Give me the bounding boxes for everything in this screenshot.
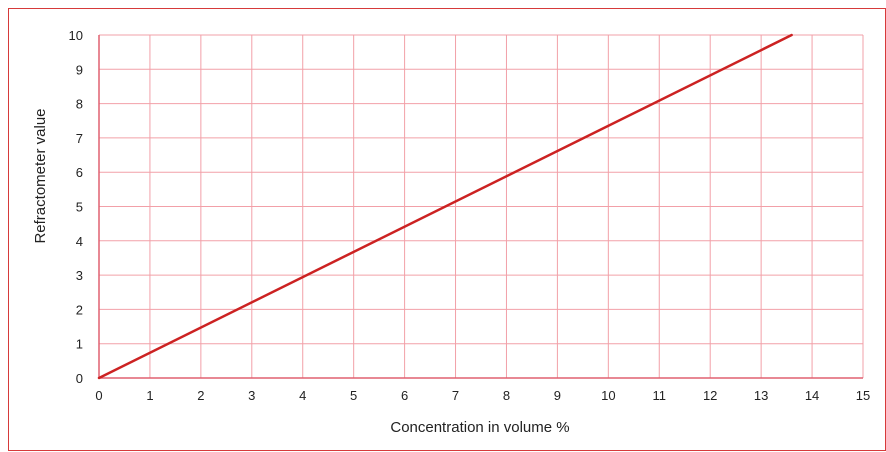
y-tick-label: 1: [76, 337, 83, 352]
x-tick-label: 6: [401, 388, 408, 403]
y-tick-label: 5: [76, 200, 83, 215]
x-tick-label: 10: [601, 388, 615, 403]
y-tick-label: 8: [76, 97, 83, 112]
x-tick-label: 3: [248, 388, 255, 403]
x-tick-label: 1: [146, 388, 153, 403]
x-tick-label: 0: [95, 388, 102, 403]
y-tick-label: 9: [76, 62, 83, 77]
y-axis-title: Refractometer value: [32, 108, 49, 243]
x-tick-label: 2: [197, 388, 204, 403]
y-tick-label: 4: [76, 234, 83, 249]
x-tick-label: 5: [350, 388, 357, 403]
y-tick-label: 3: [76, 268, 83, 283]
y-tick-label: 2: [76, 302, 83, 317]
x-tick-label: 8: [503, 388, 510, 403]
y-tick-label: 10: [69, 28, 83, 43]
x-tick-label: 13: [754, 388, 768, 403]
y-tick-label: 6: [76, 165, 83, 180]
series-layer: [97, 33, 793, 380]
x-tick-label: 12: [703, 388, 717, 403]
x-axis-title: Concentration in volume %: [390, 419, 569, 436]
series-line: [97, 33, 793, 380]
x-tick-label: 15: [856, 388, 870, 403]
x-tick-label: 4: [299, 388, 306, 403]
y-tick-label: 7: [76, 131, 83, 146]
x-tick-label: 7: [452, 388, 459, 403]
chart-axes: [98, 35, 863, 379]
x-tick-label: 14: [805, 388, 819, 403]
chart-frame: [8, 8, 886, 451]
x-tick-label: 11: [653, 388, 667, 403]
chart-grid: [99, 34, 864, 378]
x-tick-label: 9: [554, 388, 561, 403]
y-tick-label: 0: [76, 371, 83, 386]
